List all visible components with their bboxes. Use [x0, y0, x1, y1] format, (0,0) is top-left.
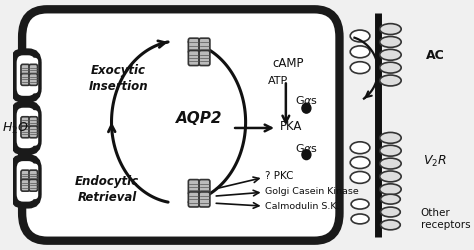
FancyBboxPatch shape: [21, 64, 29, 76]
Text: AC: AC: [426, 49, 445, 62]
FancyBboxPatch shape: [26, 58, 38, 93]
Text: Other
receptors: Other receptors: [421, 208, 471, 230]
Ellipse shape: [380, 49, 401, 60]
Text: G$\alpha$s: G$\alpha$s: [295, 94, 318, 106]
FancyBboxPatch shape: [21, 126, 29, 138]
FancyBboxPatch shape: [188, 192, 199, 207]
Text: ? PKC: ? PKC: [265, 172, 294, 181]
FancyBboxPatch shape: [29, 170, 37, 182]
Ellipse shape: [380, 145, 401, 156]
Ellipse shape: [380, 184, 401, 195]
Ellipse shape: [350, 172, 370, 183]
Text: cAMP: cAMP: [273, 57, 304, 70]
Text: AQP2: AQP2: [176, 110, 222, 126]
Ellipse shape: [350, 46, 370, 58]
Circle shape: [302, 103, 311, 113]
Ellipse shape: [350, 142, 370, 154]
FancyBboxPatch shape: [29, 126, 37, 138]
Ellipse shape: [380, 171, 401, 182]
FancyBboxPatch shape: [13, 158, 38, 205]
FancyBboxPatch shape: [199, 192, 210, 207]
FancyBboxPatch shape: [13, 104, 38, 152]
Text: Endocytic
Retrieval: Endocytic Retrieval: [75, 175, 139, 204]
Text: $V_2R$: $V_2R$: [423, 154, 447, 169]
Ellipse shape: [381, 194, 400, 204]
FancyBboxPatch shape: [188, 38, 199, 53]
FancyBboxPatch shape: [26, 164, 38, 199]
Text: ATP: ATP: [268, 76, 288, 86]
Ellipse shape: [381, 220, 400, 230]
FancyBboxPatch shape: [21, 170, 29, 182]
Ellipse shape: [350, 157, 370, 168]
Ellipse shape: [380, 36, 401, 47]
FancyBboxPatch shape: [29, 180, 37, 191]
Text: Exocytic
Insertion: Exocytic Insertion: [89, 64, 148, 93]
FancyBboxPatch shape: [13, 52, 38, 99]
Ellipse shape: [351, 214, 369, 224]
FancyBboxPatch shape: [188, 180, 199, 194]
FancyBboxPatch shape: [21, 180, 29, 191]
Text: PKA: PKA: [280, 120, 302, 134]
FancyBboxPatch shape: [29, 64, 37, 76]
FancyBboxPatch shape: [21, 74, 29, 85]
Ellipse shape: [381, 207, 400, 217]
Ellipse shape: [380, 158, 401, 169]
FancyBboxPatch shape: [21, 117, 29, 128]
Ellipse shape: [350, 62, 370, 74]
FancyBboxPatch shape: [22, 9, 339, 241]
Text: Calmodulin S.K.: Calmodulin S.K.: [265, 202, 340, 210]
Ellipse shape: [350, 30, 370, 42]
Ellipse shape: [380, 132, 401, 143]
Circle shape: [302, 150, 311, 160]
FancyBboxPatch shape: [199, 180, 210, 194]
Ellipse shape: [351, 199, 369, 209]
Ellipse shape: [380, 75, 401, 86]
FancyBboxPatch shape: [199, 50, 210, 66]
FancyBboxPatch shape: [26, 110, 38, 146]
FancyBboxPatch shape: [29, 74, 37, 85]
Ellipse shape: [380, 62, 401, 73]
FancyBboxPatch shape: [199, 38, 210, 53]
Text: $H_2O$: $H_2O$: [1, 120, 28, 136]
FancyBboxPatch shape: [29, 117, 37, 128]
Text: Golgi Casein Kinase: Golgi Casein Kinase: [265, 187, 359, 196]
Ellipse shape: [380, 24, 401, 34]
FancyBboxPatch shape: [188, 50, 199, 66]
Text: G$\alpha$s: G$\alpha$s: [295, 142, 318, 154]
